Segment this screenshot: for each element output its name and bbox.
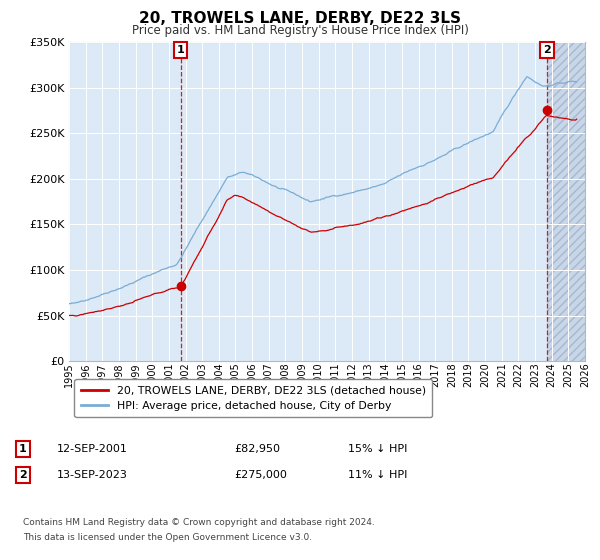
Text: £275,000: £275,000 — [234, 470, 287, 480]
Text: 15% ↓ HPI: 15% ↓ HPI — [348, 444, 407, 454]
Text: 1: 1 — [19, 444, 26, 454]
Bar — [547, 42, 585, 361]
Text: Contains HM Land Registry data © Crown copyright and database right 2024.: Contains HM Land Registry data © Crown c… — [23, 518, 374, 527]
Text: 20, TROWELS LANE, DERBY, DE22 3LS: 20, TROWELS LANE, DERBY, DE22 3LS — [139, 11, 461, 26]
Text: 1: 1 — [177, 45, 185, 55]
Legend: 20, TROWELS LANE, DERBY, DE22 3LS (detached house), HPI: Average price, detached: 20, TROWELS LANE, DERBY, DE22 3LS (detac… — [74, 379, 432, 417]
Bar — [547, 42, 585, 361]
Text: 11% ↓ HPI: 11% ↓ HPI — [348, 470, 407, 480]
Text: 13-SEP-2023: 13-SEP-2023 — [57, 470, 128, 480]
Text: This data is licensed under the Open Government Licence v3.0.: This data is licensed under the Open Gov… — [23, 533, 312, 542]
Text: Price paid vs. HM Land Registry's House Price Index (HPI): Price paid vs. HM Land Registry's House … — [131, 24, 469, 36]
Text: £82,950: £82,950 — [234, 444, 280, 454]
Text: 12-SEP-2001: 12-SEP-2001 — [57, 444, 128, 454]
Text: 2: 2 — [543, 45, 551, 55]
Text: 2: 2 — [19, 470, 26, 480]
